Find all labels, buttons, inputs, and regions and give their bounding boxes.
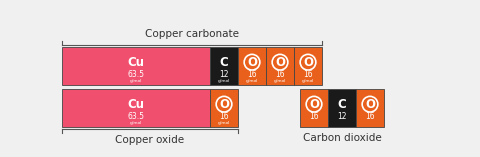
Text: g/mol: g/mol bbox=[218, 121, 230, 125]
Bar bbox=[294, 47, 322, 85]
Text: O: O bbox=[365, 98, 375, 111]
Text: 63.5: 63.5 bbox=[128, 112, 144, 121]
Text: 16: 16 bbox=[219, 112, 229, 121]
Text: g/mol: g/mol bbox=[246, 79, 258, 83]
Text: Copper oxide: Copper oxide bbox=[115, 135, 185, 145]
Text: O: O bbox=[303, 56, 313, 69]
Text: 16: 16 bbox=[365, 112, 375, 121]
Text: 63.5: 63.5 bbox=[128, 70, 144, 79]
Text: g/mol: g/mol bbox=[130, 121, 142, 125]
Text: O: O bbox=[309, 98, 319, 111]
Text: 16: 16 bbox=[275, 70, 285, 79]
Bar bbox=[62, 47, 210, 85]
Text: O: O bbox=[219, 98, 229, 111]
Text: Cu: Cu bbox=[128, 98, 144, 111]
Text: g/mol: g/mol bbox=[130, 79, 142, 83]
Text: g/mol: g/mol bbox=[302, 79, 314, 83]
Bar bbox=[300, 89, 328, 127]
Text: O: O bbox=[275, 56, 285, 69]
Text: C: C bbox=[337, 98, 347, 111]
Text: Carbon dioxide: Carbon dioxide bbox=[302, 133, 382, 143]
Text: g/mol: g/mol bbox=[218, 79, 230, 83]
Bar bbox=[238, 47, 266, 85]
Text: O: O bbox=[247, 56, 257, 69]
Text: 16: 16 bbox=[247, 70, 257, 79]
Bar bbox=[266, 47, 294, 85]
Text: Cu: Cu bbox=[128, 56, 144, 69]
Text: 12: 12 bbox=[337, 112, 347, 121]
Text: 16: 16 bbox=[303, 70, 313, 79]
Bar bbox=[356, 89, 384, 127]
Text: C: C bbox=[220, 56, 228, 69]
Bar bbox=[328, 89, 356, 127]
Text: g/mol: g/mol bbox=[274, 79, 286, 83]
Bar bbox=[210, 89, 238, 127]
Text: Copper carbonate: Copper carbonate bbox=[145, 29, 239, 39]
Text: 12: 12 bbox=[219, 70, 229, 79]
Text: 16: 16 bbox=[309, 112, 319, 121]
Bar bbox=[210, 47, 238, 85]
Bar bbox=[62, 89, 210, 127]
